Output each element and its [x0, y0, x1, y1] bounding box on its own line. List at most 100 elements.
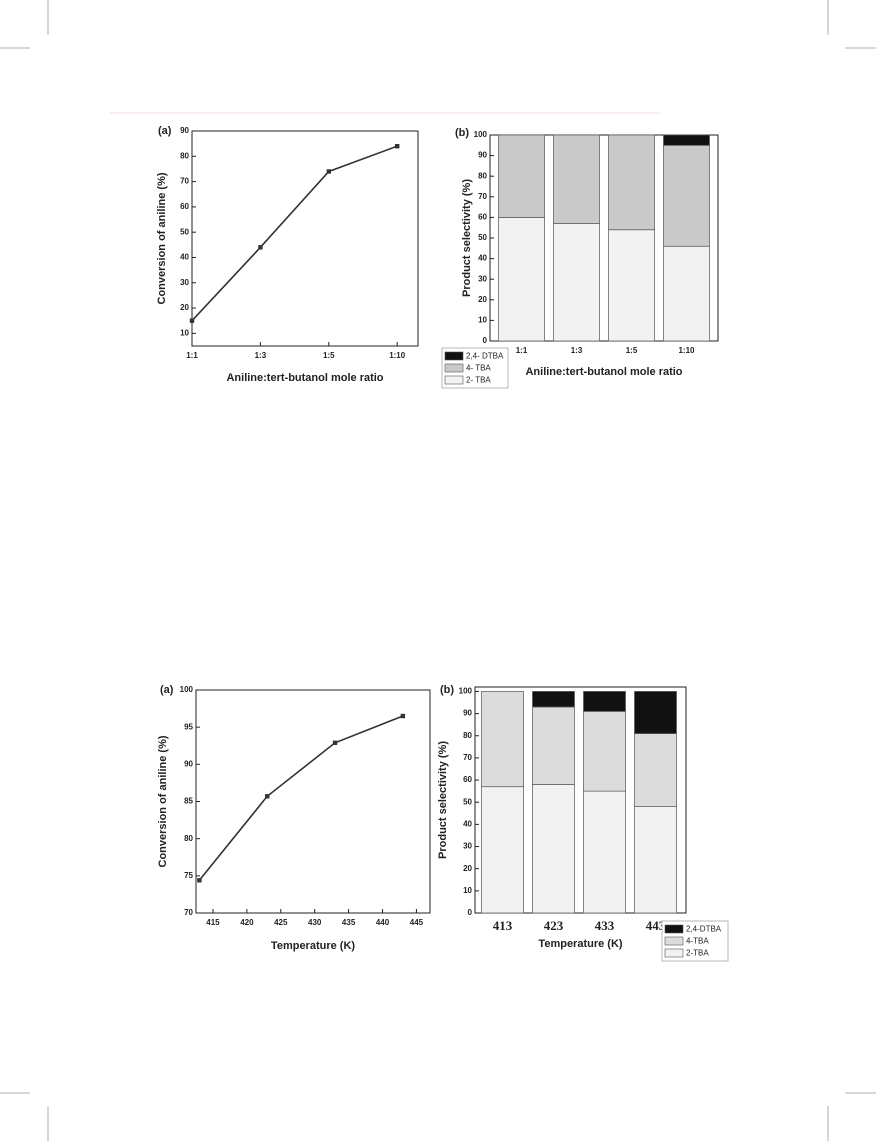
y-axis-label: Product selectivity (%) — [461, 179, 473, 297]
bar-segment — [532, 691, 575, 708]
legend-swatch — [664, 936, 684, 946]
y-tick-label: 75 — [184, 871, 193, 880]
bar-segment — [608, 229, 655, 342]
x-axis-label: Temperature (K) — [538, 938, 622, 950]
x-tick-label: 1:5 — [323, 351, 335, 360]
x-tick-label: 1:10 — [678, 346, 695, 355]
x-tick-label: 433 — [595, 918, 615, 933]
y-tick-label: 80 — [478, 171, 487, 180]
x-tick-label: 1:1 — [516, 346, 528, 355]
legend-label: 4-TBA — [686, 937, 709, 946]
x-tick-label: 1:5 — [626, 346, 638, 355]
chart-title: (a) — [158, 125, 172, 137]
x-tick-label: 423 — [544, 918, 564, 933]
y-axis-label: Conversion of aniline (%) — [156, 172, 168, 304]
y-tick-label: 70 — [478, 192, 487, 201]
bar-segment — [634, 806, 677, 914]
y-tick-label: 50 — [478, 233, 487, 242]
legend-label: 2-TBA — [686, 949, 709, 958]
y-tick-label: 30 — [463, 842, 472, 851]
chart: (a) Conversion of aniline (%) Aniline:tert… — [156, 125, 419, 384]
legend-label: 4- TBA — [466, 364, 491, 373]
bar-segment — [634, 733, 677, 807]
y-tick-label: 70 — [184, 908, 193, 917]
bar-segment — [498, 217, 545, 342]
bar-segment — [663, 245, 710, 342]
y-tick-label: 90 — [478, 151, 487, 160]
y-tick-label: 80 — [463, 731, 472, 740]
marker — [197, 878, 202, 883]
legend-swatch — [444, 363, 464, 373]
bar-segment — [553, 223, 600, 342]
y-tick-label: 85 — [184, 797, 193, 806]
y-tick-label: 95 — [184, 722, 193, 731]
x-tick-label: 1:10 — [389, 351, 406, 360]
marker — [258, 245, 263, 250]
legend-swatch — [664, 924, 684, 934]
x-tick-label: 415 — [206, 918, 220, 927]
y-tick-label: 60 — [180, 202, 189, 211]
line — [191, 145, 398, 322]
legend-swatch — [444, 351, 464, 361]
bar-segment — [553, 134, 600, 224]
y-tick-label: 50 — [180, 227, 189, 236]
y-tick-label: 100 — [180, 685, 194, 694]
x-tick-label: 1:3 — [255, 351, 267, 360]
x-tick-label: 435 — [342, 918, 356, 927]
chart-title: (a) — [160, 684, 174, 696]
marker — [189, 318, 195, 323]
y-tick-label: 50 — [463, 797, 472, 806]
bar-segment — [481, 786, 524, 914]
x-tick-label: 443 — [646, 918, 666, 933]
y-tick-label: 40 — [463, 819, 472, 828]
x-axis-label: Aniline:tert-butanol mole ratio — [525, 366, 682, 378]
marker — [265, 794, 270, 799]
y-tick-label: 10 — [478, 316, 487, 325]
x-axis-label: Temperature (K) — [271, 940, 355, 952]
x-tick-label: 420 — [240, 918, 254, 927]
legend-swatch — [444, 375, 464, 385]
y-tick-label: 60 — [478, 213, 487, 222]
chart-title: (b) — [440, 684, 454, 696]
legend-label: 2- TBA — [466, 376, 491, 385]
plot-frame — [195, 689, 431, 914]
legend-label: 2,4- DTBA — [466, 352, 504, 361]
y-tick-label: 10 — [180, 328, 189, 337]
bar-segment — [583, 711, 626, 792]
bar-segment — [634, 691, 677, 734]
y-tick-label: 90 — [463, 709, 472, 718]
y-tick-label: 30 — [478, 274, 487, 283]
bar-segment — [583, 790, 626, 914]
x-axis-label: Aniline:tert-butanol mole ratio — [226, 372, 383, 384]
bar-segment — [532, 706, 575, 785]
marker — [326, 169, 331, 174]
y-tick-label: 100 — [474, 130, 488, 139]
x-tick-label: 430 — [308, 918, 322, 927]
y-tick-label: 80 — [184, 834, 193, 843]
x-tick-label: 1:3 — [571, 346, 583, 355]
y-tick-label: 0 — [468, 908, 473, 917]
plot-frame — [191, 130, 419, 347]
chart-title: (b) — [455, 127, 469, 139]
y-tick-label: 20 — [463, 864, 472, 873]
chart: (b) Product selectivity (%) Temperature (K… — [437, 684, 729, 962]
bar-segment — [608, 134, 655, 231]
marker — [400, 713, 406, 719]
y-tick-label: 90 — [180, 126, 189, 135]
legend-label: 2,4-DTBA — [686, 925, 722, 934]
line — [198, 715, 404, 881]
bar-segment — [532, 784, 575, 914]
y-tick-label: 20 — [478, 295, 487, 304]
x-tick-label: 1:1 — [186, 351, 198, 360]
y-tick-label: 100 — [459, 687, 473, 696]
y-axis-label: Conversion of aniline (%) — [157, 735, 169, 867]
y-tick-label: 40 — [478, 254, 487, 263]
bar-segment — [663, 144, 710, 247]
y-tick-label: 70 — [180, 177, 189, 186]
y-tick-label: 20 — [180, 303, 189, 312]
bar-segment — [481, 691, 524, 788]
bar-segment — [663, 134, 710, 146]
bar-segment — [498, 134, 545, 218]
